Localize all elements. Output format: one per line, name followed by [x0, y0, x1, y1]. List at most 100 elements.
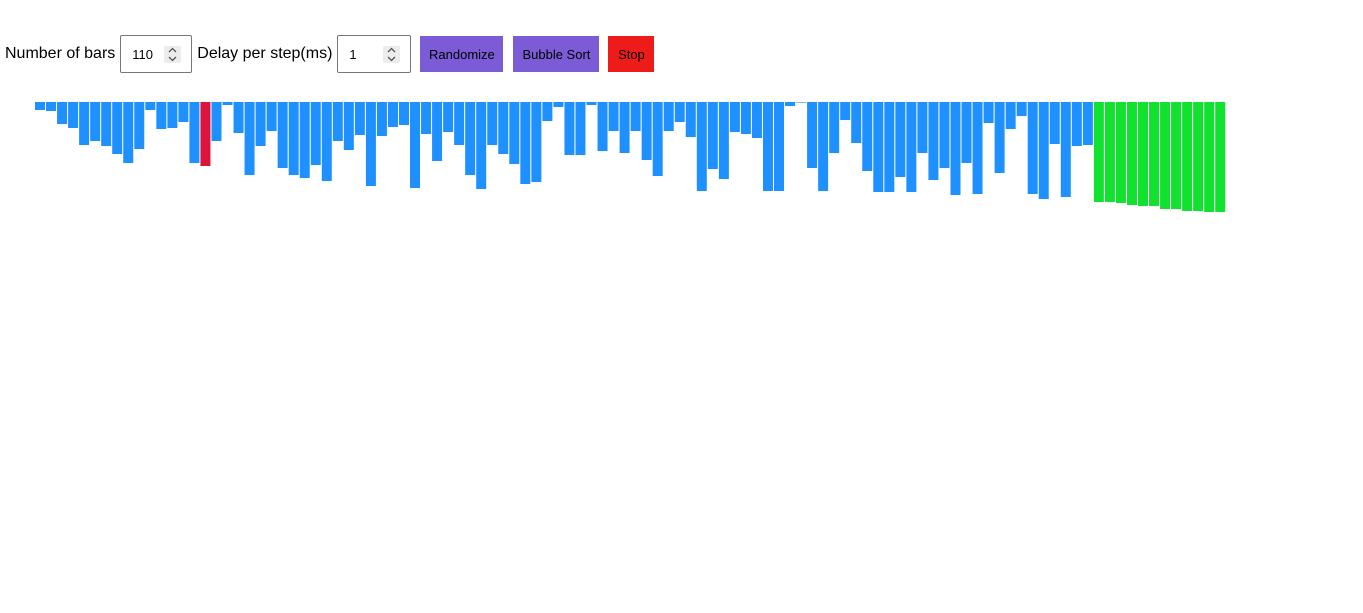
bar-51	[586, 102, 597, 105]
spin-down-icon[interactable]	[386, 55, 397, 63]
bar-75	[851, 102, 862, 143]
delay-value: 1	[349, 47, 357, 62]
bar-46	[531, 102, 542, 182]
bar-72	[818, 102, 829, 191]
bar-54	[619, 102, 630, 153]
bar-4	[68, 102, 79, 128]
bar-7	[101, 102, 112, 146]
bar-38	[443, 102, 454, 132]
bar-27	[321, 102, 332, 181]
bar-86	[972, 102, 983, 194]
bars-count-value: 110	[132, 47, 153, 62]
bar-98	[1104, 102, 1115, 202]
bar-106	[1193, 102, 1204, 211]
bar-83	[939, 102, 950, 168]
bar-84	[950, 102, 961, 195]
bar-19	[233, 102, 244, 133]
bar-36	[421, 102, 432, 134]
bar-2	[46, 102, 57, 111]
bar-76	[862, 102, 873, 171]
bar-88	[994, 102, 1005, 173]
bars-count-spinner[interactable]	[164, 46, 182, 63]
bar-103	[1160, 102, 1171, 209]
bar-70	[796, 102, 807, 103]
bar-96	[1082, 102, 1093, 145]
bar-53	[608, 102, 619, 131]
bar-59	[674, 102, 685, 122]
bar-45	[520, 102, 531, 184]
bar-64	[729, 102, 740, 132]
bar-62	[707, 102, 718, 169]
bar-58	[663, 102, 674, 131]
bar-10	[134, 102, 145, 149]
delay-spinner[interactable]	[383, 46, 401, 63]
bar-8	[112, 102, 123, 154]
bars-count-input[interactable]: 110	[120, 35, 193, 73]
bar-73	[829, 102, 840, 153]
bar-33	[387, 102, 398, 127]
bar-34	[398, 102, 409, 125]
bar-25	[299, 102, 310, 178]
delay-label: Delay per step(ms)	[197, 45, 333, 62]
bars-count-label: Number of bars	[5, 45, 116, 62]
bar-28	[332, 102, 343, 141]
bar-3	[57, 102, 68, 124]
bar-32	[376, 102, 387, 136]
bar-12	[156, 102, 167, 129]
bar-1	[35, 102, 45, 110]
bar-101	[1138, 102, 1148, 206]
bar-22	[266, 102, 277, 131]
bar-30	[354, 102, 365, 135]
bar-40	[465, 102, 476, 175]
spin-down-icon[interactable]	[167, 55, 178, 63]
bar-18	[222, 102, 233, 105]
bar-44	[509, 102, 520, 164]
bar-39	[454, 102, 465, 145]
bar-47	[542, 102, 553, 121]
bar-66	[751, 102, 762, 138]
bar-105	[1182, 102, 1193, 211]
stop-button[interactable]: Stop	[608, 36, 655, 72]
bar-57	[652, 102, 663, 176]
bar-77	[873, 102, 884, 192]
bar-60	[685, 102, 696, 137]
bar-56	[641, 102, 652, 160]
bar-99	[1115, 102, 1126, 203]
bar-82	[928, 102, 939, 180]
bar-97	[1093, 102, 1104, 202]
bar-91	[1027, 102, 1038, 194]
bar-90	[1016, 102, 1027, 116]
bar-93	[1049, 102, 1060, 144]
bar-89	[1005, 102, 1016, 129]
bar-5	[79, 102, 90, 145]
bar-102	[1149, 102, 1160, 206]
bar-74	[840, 102, 851, 120]
delay-input[interactable]: 1	[337, 35, 412, 73]
bar-108	[1215, 102, 1226, 212]
spin-up-icon[interactable]	[386, 46, 397, 54]
bar-37	[432, 102, 443, 161]
bar-80	[906, 102, 917, 192]
bar-92	[1038, 102, 1049, 199]
bar-13	[167, 102, 178, 128]
bar-71	[807, 102, 818, 168]
bar-42	[487, 102, 498, 145]
bar-20	[244, 102, 255, 175]
bar-65	[740, 102, 751, 134]
bar-24	[288, 102, 299, 175]
bar-79	[895, 102, 906, 177]
randomize-button[interactable]: Randomize	[420, 36, 504, 72]
bar-104	[1171, 102, 1182, 209]
bar-16	[200, 102, 211, 166]
bar-14	[178, 102, 189, 122]
bubble-sort-button[interactable]: Bubble Sort	[513, 36, 600, 72]
bar-6	[90, 102, 101, 141]
bar-29	[343, 102, 354, 150]
controls-bar: Number of bars 110 Delay per step(ms) 1 …	[5, 34, 655, 74]
spin-up-icon[interactable]	[167, 46, 178, 54]
bar-49	[564, 102, 575, 155]
bar-81	[917, 102, 928, 153]
bar-52	[597, 102, 608, 151]
bar-50	[575, 102, 586, 155]
bar-31	[365, 102, 376, 186]
